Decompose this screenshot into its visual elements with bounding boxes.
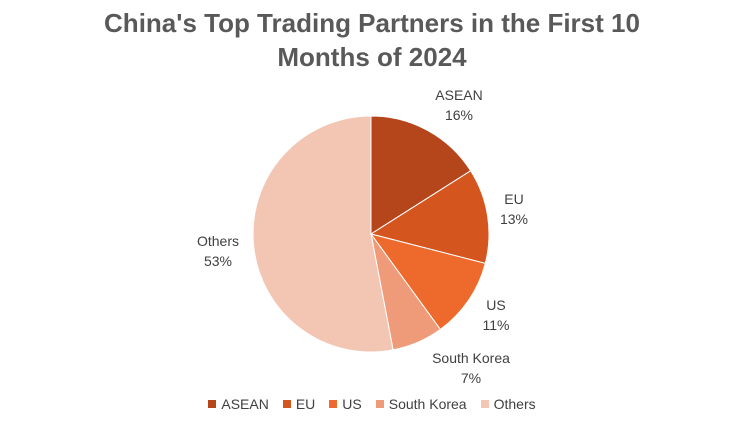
legend-item-others: Others	[480, 396, 536, 412]
chart-legend: ASEAN EU US South Korea Others	[0, 396, 744, 412]
slice-label-asean: ASEAN 16%	[435, 87, 482, 123]
legend-label-asean: ASEAN	[221, 396, 269, 412]
legend-label-others: Others	[493, 396, 536, 412]
legend-swatch-asean	[208, 400, 217, 408]
legend-item-us: US	[329, 396, 362, 412]
pie-slice-asean	[370, 115, 472, 235]
legend-label-eu: EU	[295, 396, 316, 412]
legend-swatch-eu	[282, 400, 291, 408]
chart-title: China's Top Trading Partners in the Firs…	[104, 8, 640, 72]
legend-item-asean: ASEAN	[208, 396, 269, 412]
pie-slice-us	[369, 233, 486, 331]
legend-label-us: US	[342, 396, 362, 412]
legend-swatch-others	[480, 400, 489, 408]
legend-item-eu: EU	[282, 396, 316, 412]
slice-label-others: Others 53%	[197, 233, 239, 269]
pie-labels: ASEAN 16% EU 13% US 11% South Korea 7% Others 53%	[197, 87, 528, 386]
slice-label-south-korea: South Korea 7%	[432, 350, 510, 386]
slice-label-eu: EU 13%	[500, 191, 528, 227]
pie-slices	[252, 115, 490, 353]
legend-item-south-korea: South Korea	[375, 396, 467, 412]
pie-slice-eu	[369, 170, 490, 264]
legend-label-south-korea: South Korea	[388, 396, 467, 412]
legend-swatch-us	[329, 400, 338, 408]
slice-label-us: US 11%	[483, 297, 510, 333]
legend-swatch-south-korea	[375, 400, 384, 408]
pie-slice-others	[252, 115, 394, 353]
